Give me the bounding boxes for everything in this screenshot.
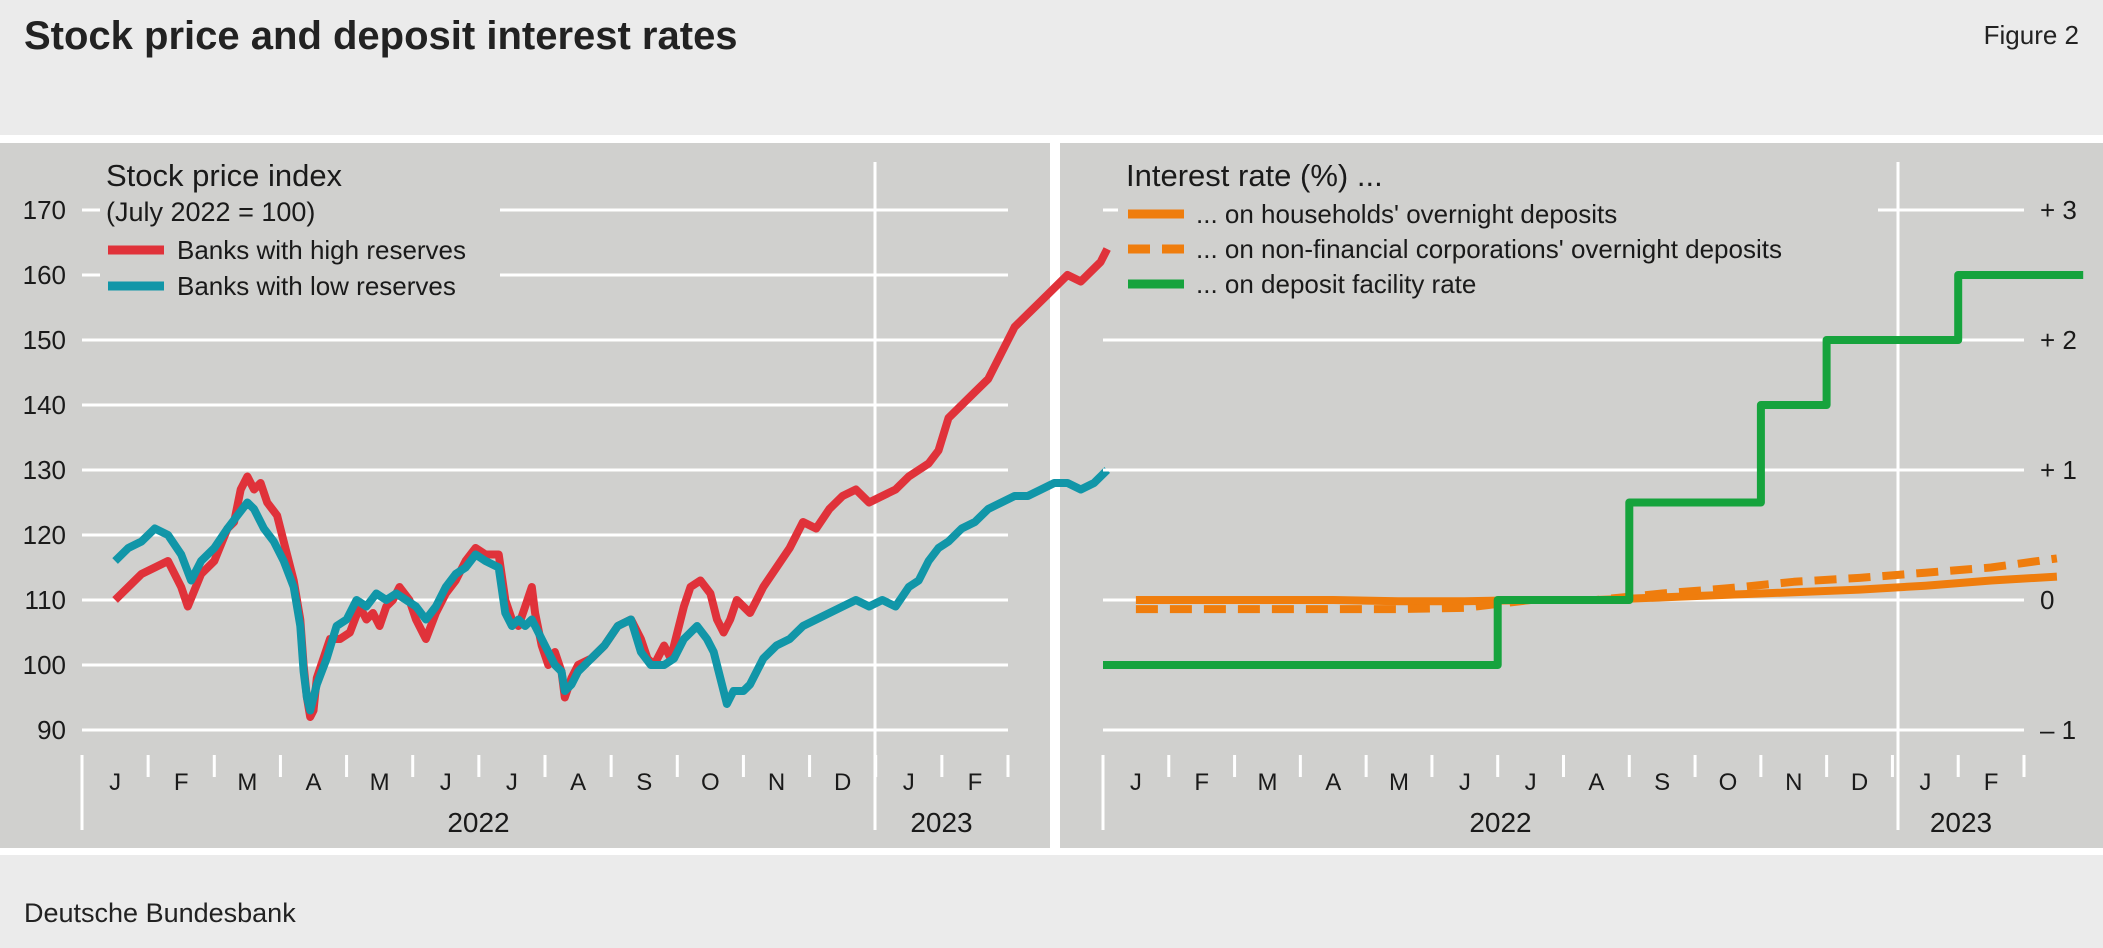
month-label: J [1525,769,1537,796]
month-label: J [506,769,518,796]
chart-subtitle: (July 2022 = 100) [106,197,315,227]
legend-label: ... on non-financial corporations' overn… [1196,234,1782,264]
year-label: 2022 [1469,807,1531,838]
month-label: F [1194,769,1209,796]
month-label: N [768,769,785,796]
legend-backing [1118,152,1878,294]
y-tick-label: 150 [23,325,66,355]
month-label: F [174,769,189,796]
month-label: S [636,769,652,796]
month-label: J [109,769,121,796]
legend-backing [100,152,500,294]
source-note: Deutsche Bundesbank [24,898,296,928]
month-label: O [701,769,720,796]
y-tick-label: 90 [37,715,66,745]
month-label: F [968,769,983,796]
month-label: M [1257,769,1277,796]
y-tick-label: + 2 [2040,325,2077,355]
year-label: 2023 [1930,807,1992,838]
month-label: A [570,769,586,796]
month-label: J [1459,769,1471,796]
y-tick-label: 120 [23,520,66,550]
legend-label: Banks with high reserves [177,235,466,265]
month-label: A [1588,769,1604,796]
y-tick-label: 170 [23,195,66,225]
month-label: O [1719,769,1738,796]
month-label: J [1130,769,1142,796]
y-tick-label: 160 [23,260,66,290]
y-tick-label: 110 [25,585,66,615]
month-label: J [1919,769,1931,796]
month-label: A [1325,769,1341,796]
year-label: 2023 [910,807,972,838]
y-tick-label: 140 [23,390,66,420]
y-tick-label: – 1 [2040,715,2076,745]
series-line-3 [1103,271,2084,669]
month-label: M [237,769,257,796]
month-label: J [903,769,915,796]
y-tick-label: + 3 [2040,195,2077,225]
legend-label: ... on deposit facility rate [1196,269,1476,299]
interest-rate-chart: – 1 0 + 1 + 2 + 3 J F M A M J J A S O N D J F 2022 2023 Inter… [1101,152,2084,838]
month-label: D [1851,769,1868,796]
month-label: M [370,769,390,796]
series-line-2 [112,467,1111,715]
legend-label: ... on households' overnight deposits [1196,199,1617,229]
y-tick-label: 0 [2040,585,2054,615]
month-label: M [1389,769,1409,796]
month-label: F [1984,769,1999,796]
month-label: A [305,769,321,796]
y-tick-label: 130 [23,455,66,485]
month-label: N [1785,769,1802,796]
stock-price-chart: 90 100 110 120 130 140 150 160 170 J F M A M J J A S O N D J F… [23,152,1111,838]
y-tick-label: 100 [23,650,66,680]
month-label: S [1654,769,1670,796]
legend-label: Banks with low reserves [177,271,456,301]
month-label: J [440,769,452,796]
chart-title: Interest rate (%) ... [1126,158,1383,193]
year-label: 2022 [447,807,509,838]
y-tick-label: + 1 [2040,455,2077,485]
chart-title: Stock price index [106,158,343,193]
month-label: D [834,769,851,796]
page-title: Stock price and deposit interest rates [24,14,738,58]
figure-label: Figure 2 [1983,20,2079,50]
